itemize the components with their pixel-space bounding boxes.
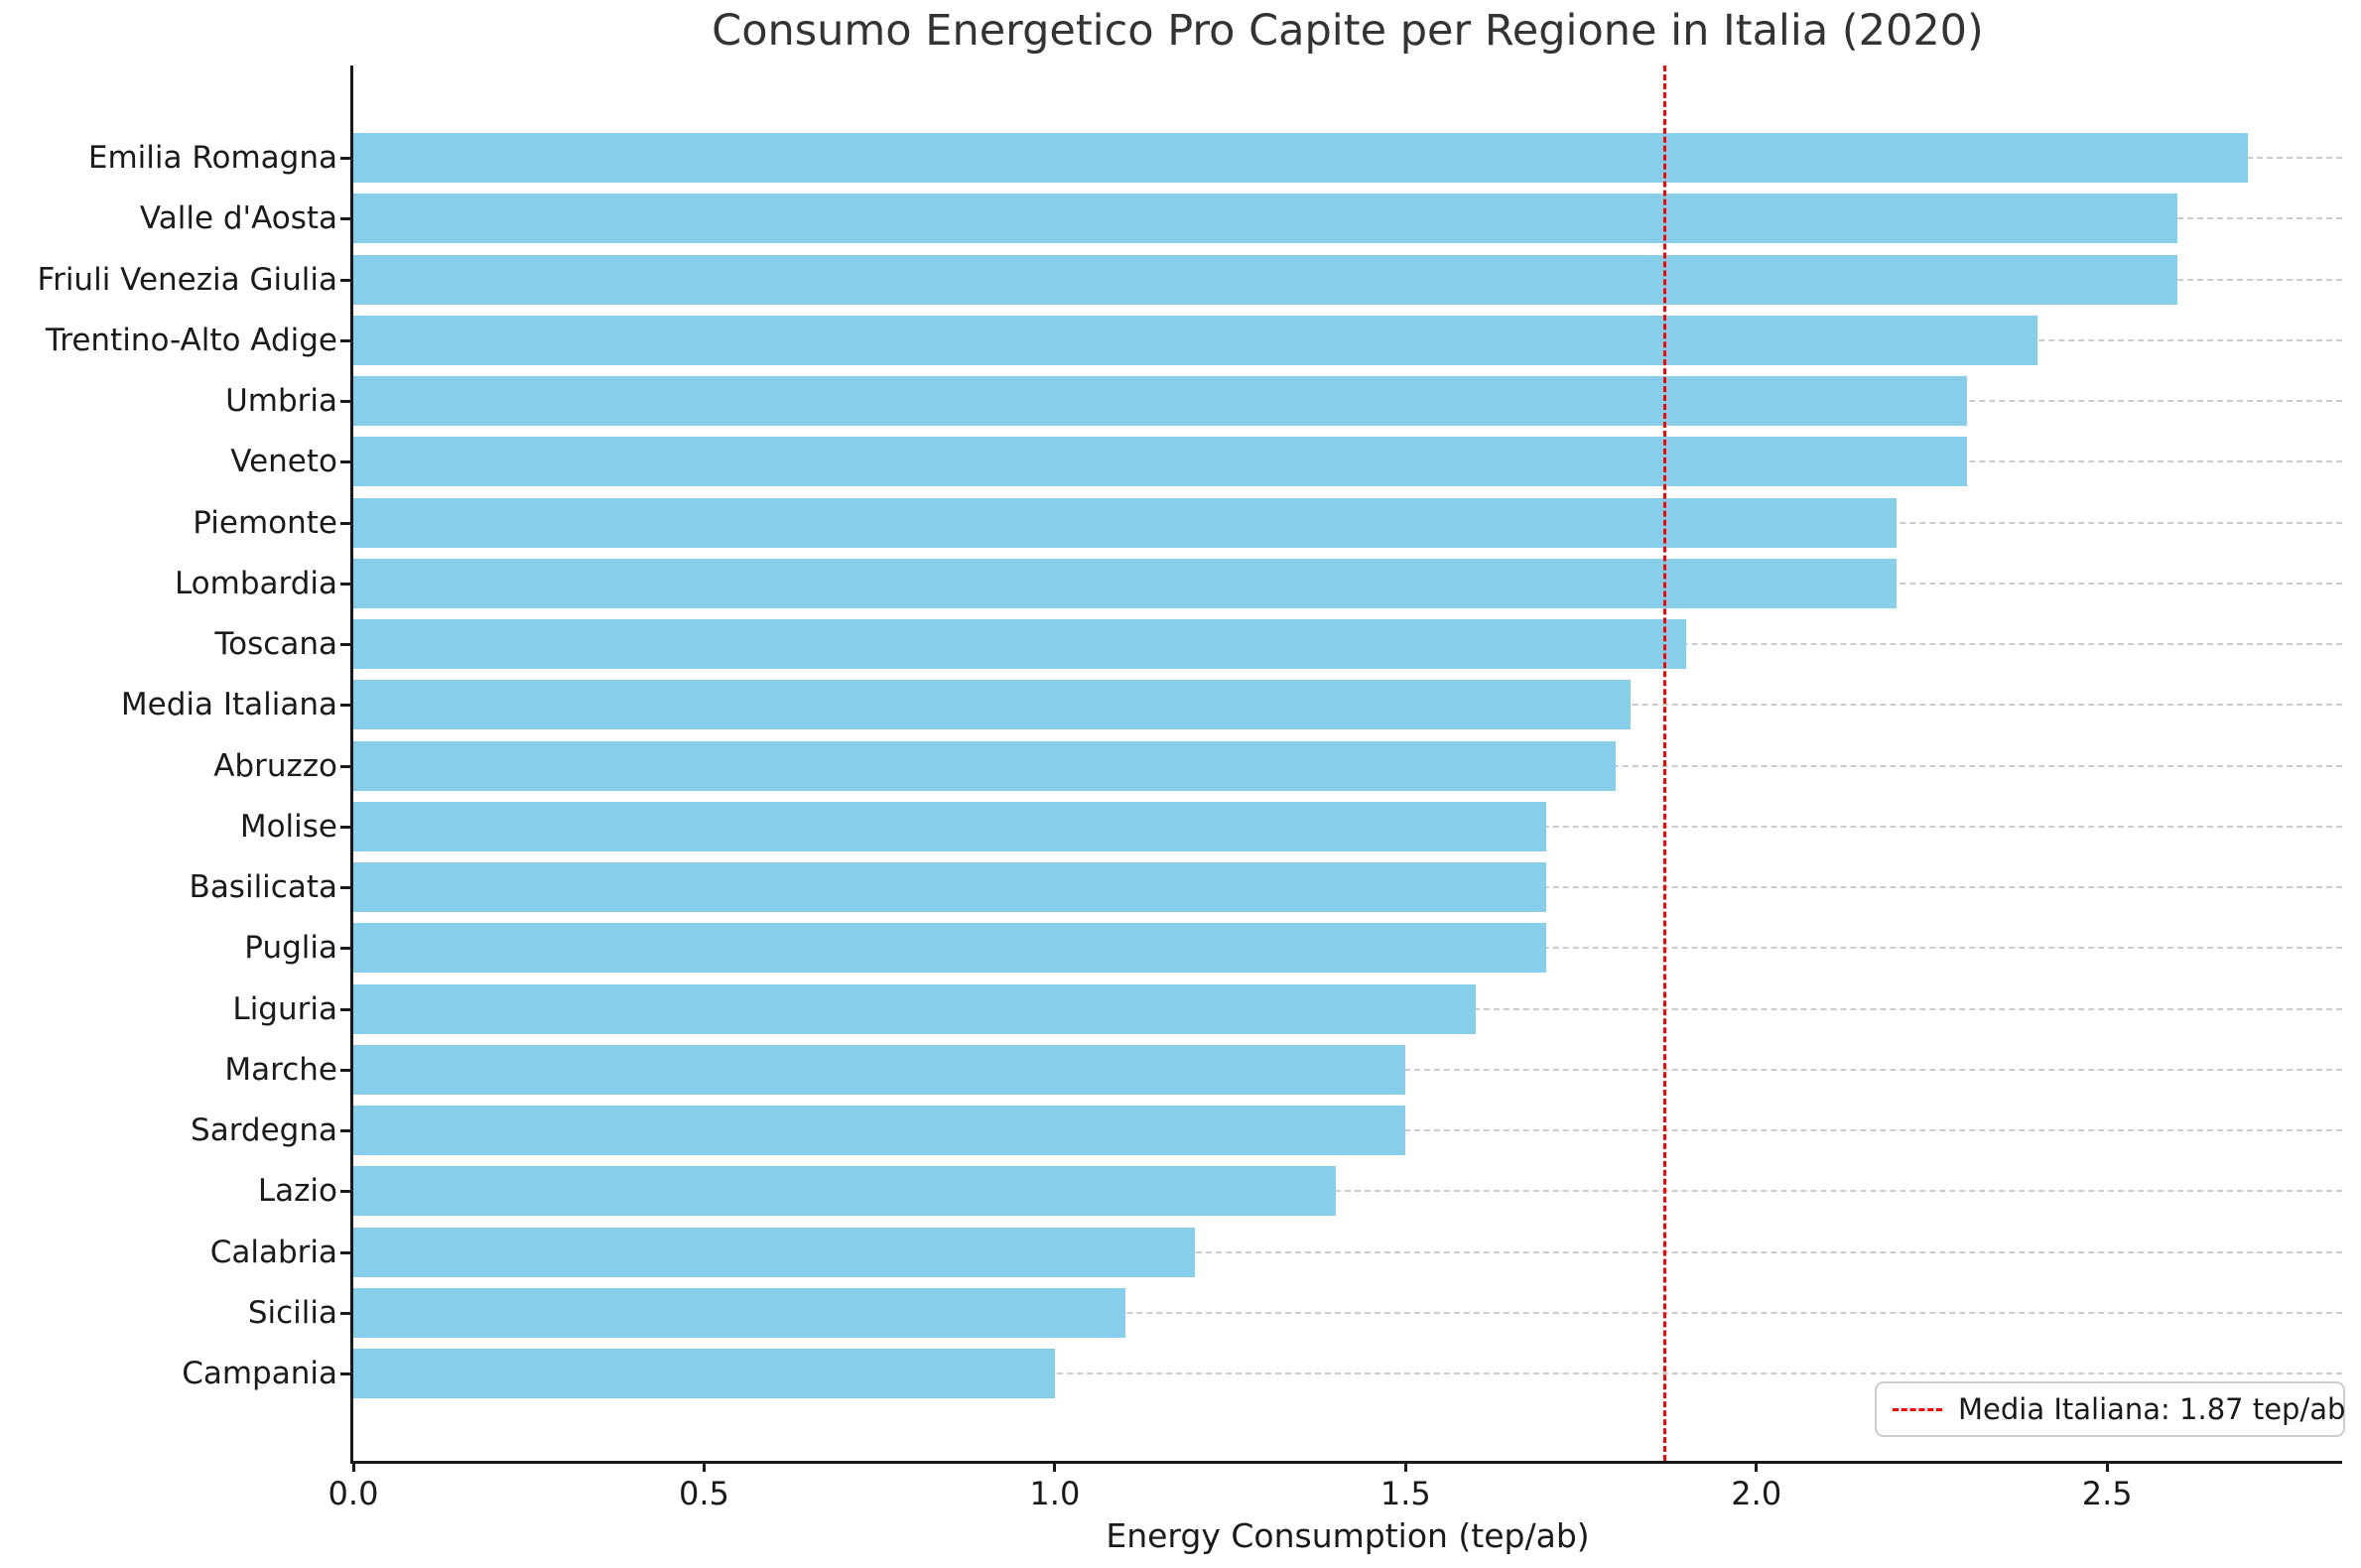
x-axis-label: Energy Consumption (tep/ab) xyxy=(1106,1516,1590,1555)
y-category-label: Lazio xyxy=(257,1173,337,1210)
bar-campania xyxy=(353,1349,1055,1398)
bar-molise xyxy=(353,801,1546,851)
y-tick xyxy=(340,1129,350,1132)
x-tick-label: 2.5 xyxy=(2081,1475,2133,1512)
x-tick xyxy=(2105,1461,2109,1472)
y-category-label: Marche xyxy=(224,1051,337,1088)
y-tick xyxy=(340,400,350,403)
bar-trentino-alto-adige xyxy=(353,315,2037,365)
gridline xyxy=(353,1372,2342,1374)
y-tick xyxy=(340,825,350,829)
gridline xyxy=(353,1190,2342,1193)
y-tick xyxy=(340,1372,350,1375)
y-category-label: Abruzzo xyxy=(213,747,337,784)
y-tick xyxy=(340,217,350,221)
x-tick-label: 0.0 xyxy=(328,1475,379,1512)
x-tick xyxy=(1403,1461,1407,1472)
bar-lazio xyxy=(353,1166,1336,1217)
x-tick-label: 2.0 xyxy=(1731,1475,1782,1512)
y-category-label: Calabria xyxy=(209,1234,337,1270)
y-category-label: Sicilia xyxy=(247,1294,337,1331)
y-category-label: Lombardia xyxy=(174,565,337,601)
y-tick xyxy=(340,947,350,951)
legend-dashed-line-swatch xyxy=(1893,1407,1942,1411)
bar-sardegna xyxy=(353,1106,1406,1155)
bar-valle-d-aosta xyxy=(353,194,2177,244)
x-tick-label: 0.5 xyxy=(678,1475,729,1512)
bar-emilia-romagna xyxy=(353,133,2248,183)
x-axis-spine xyxy=(350,1461,2342,1464)
y-category-label: Piemonte xyxy=(193,504,337,541)
y-category-label: Media Italiana xyxy=(120,687,337,723)
y-tick xyxy=(340,1250,350,1254)
y-tick xyxy=(340,764,350,768)
y-axis-labels: Emilia Romagna Valle d'Aosta Friuli Venezi… xyxy=(0,65,338,1461)
y-tick xyxy=(340,704,350,708)
y-category-label: Basilicata xyxy=(189,869,337,905)
bar-toscana xyxy=(353,619,1687,669)
y-tick xyxy=(340,886,350,889)
bar-liguria xyxy=(353,983,1476,1034)
bar-abruzzo xyxy=(353,740,1617,791)
bar-basilicata xyxy=(353,862,1546,912)
bar-friuli-venezia-giulia xyxy=(353,254,2177,305)
y-tick xyxy=(340,582,350,586)
y-category-label: Campania xyxy=(182,1356,337,1391)
plot-area xyxy=(353,65,2342,1461)
legend: Media Italiana: 1.87 tep/ab xyxy=(1875,1381,2345,1437)
y-category-label: Liguria xyxy=(232,990,337,1027)
bar-piemonte xyxy=(353,497,1898,548)
y-axis-spine xyxy=(350,65,353,1464)
x-tick-label: 1.0 xyxy=(1029,1475,1081,1512)
y-tick xyxy=(340,460,350,464)
y-category-label: Umbria xyxy=(225,383,337,419)
bar-umbria xyxy=(353,376,1967,426)
y-category-label: Toscana xyxy=(214,626,337,662)
y-category-label: Molise xyxy=(239,808,337,845)
gridline xyxy=(353,1311,2342,1314)
bar-puglia xyxy=(353,923,1546,974)
y-category-label: Puglia xyxy=(244,930,337,967)
y-tick xyxy=(340,338,350,342)
legend-label: Media Italiana: 1.87 tep/ab xyxy=(1958,1392,2346,1426)
y-tick xyxy=(340,521,350,525)
x-tick xyxy=(1755,1461,1759,1472)
x-tick xyxy=(702,1461,706,1472)
x-tick-label: 1.5 xyxy=(1379,1475,1431,1512)
x-tick xyxy=(1053,1461,1057,1472)
y-tick xyxy=(340,1007,350,1011)
y-category-label: Sardegna xyxy=(191,1112,337,1148)
y-category-label: Veneto xyxy=(230,444,337,480)
y-tick xyxy=(340,643,350,646)
y-tick xyxy=(340,1190,350,1194)
chart-title: Consumo Energetico Pro Capite per Region… xyxy=(712,6,1984,56)
bar-lombardia xyxy=(353,558,1898,608)
y-category-label: Trentino-Alto Adige xyxy=(45,322,337,358)
bar-calabria xyxy=(353,1227,1196,1277)
y-tick xyxy=(340,1311,350,1315)
bar-marche xyxy=(353,1044,1406,1095)
average-reference-line xyxy=(1663,65,1667,1461)
bar-media-italiana xyxy=(353,680,1631,730)
y-tick xyxy=(340,157,350,160)
y-category-label: Valle d'Aosta xyxy=(139,200,337,237)
x-tick xyxy=(351,1461,355,1472)
gridline xyxy=(353,1250,2342,1253)
y-category-label: Emilia Romagna xyxy=(87,140,337,176)
bar-veneto xyxy=(353,437,1967,487)
y-tick xyxy=(340,278,350,282)
y-category-label: Friuli Venezia Giulia xyxy=(37,261,338,298)
bar-sicilia xyxy=(353,1287,1125,1338)
y-tick xyxy=(340,1068,350,1072)
